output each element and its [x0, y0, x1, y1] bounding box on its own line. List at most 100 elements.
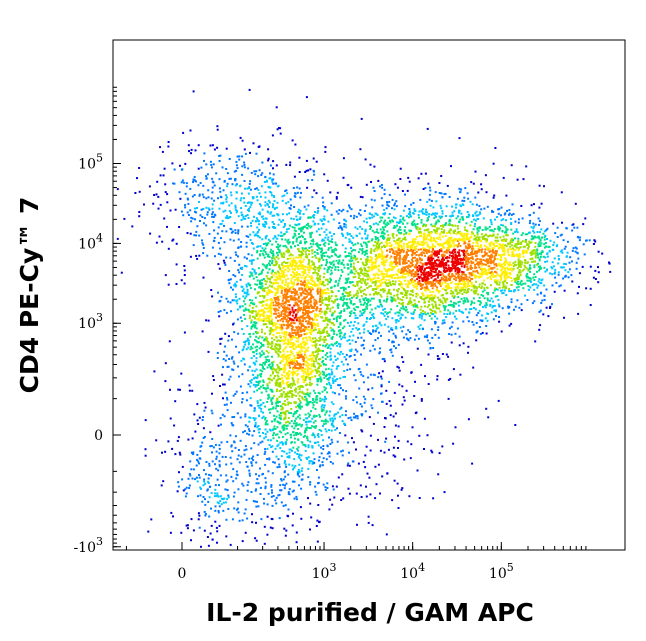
event-dot — [291, 384, 294, 387]
event-dot — [296, 432, 298, 434]
event-dot — [435, 289, 438, 292]
event-dot — [297, 331, 300, 334]
event-dot — [235, 183, 238, 186]
event-dot — [259, 281, 261, 284]
event-dot — [500, 256, 503, 259]
event-dot — [482, 259, 485, 261]
event-dot — [257, 425, 260, 427]
event-dot — [489, 303, 492, 306]
event-dot — [387, 234, 390, 237]
event-dot — [479, 211, 481, 214]
event-dot — [290, 386, 292, 389]
event-dot — [483, 263, 485, 266]
event-dot — [251, 306, 254, 309]
event-dot — [418, 210, 421, 213]
event-dot — [319, 465, 321, 468]
event-dot — [524, 261, 527, 264]
event-dot — [516, 277, 518, 280]
event-dot — [517, 263, 520, 266]
event-dot — [443, 223, 446, 226]
event-dot — [259, 314, 262, 317]
event-dot — [433, 217, 436, 220]
event-dot — [272, 324, 275, 327]
event-dot — [270, 301, 273, 304]
event-dot — [391, 262, 394, 264]
event-dot — [301, 247, 304, 250]
event-dot — [253, 215, 255, 218]
event-dot — [365, 243, 368, 246]
event-dot — [275, 322, 278, 325]
event-dot — [435, 232, 438, 235]
event-dot — [236, 302, 239, 305]
event-dot — [303, 343, 306, 346]
event-dot — [342, 157, 345, 160]
event-dot — [463, 237, 466, 240]
event-dot — [506, 261, 509, 264]
event-dot — [597, 266, 599, 269]
event-dot — [327, 236, 330, 239]
event-dot — [287, 201, 290, 204]
event-dot — [305, 373, 308, 376]
event-dot — [261, 285, 264, 288]
event-dot — [284, 342, 287, 345]
event-dot — [360, 249, 363, 252]
event-dot — [515, 282, 518, 285]
event-dot — [472, 232, 475, 235]
event-dot — [478, 276, 481, 279]
event-dot — [413, 299, 416, 302]
event-dot — [283, 309, 286, 312]
event-dot — [436, 212, 439, 215]
event-dot — [271, 491, 273, 494]
event-dot — [416, 266, 419, 269]
event-dot — [340, 298, 343, 301]
event-dot — [448, 240, 451, 243]
event-dot — [303, 330, 306, 333]
event-dot — [284, 433, 287, 436]
event-dot — [540, 202, 543, 205]
event-dot — [492, 196, 495, 199]
event-dot — [271, 379, 273, 382]
event-dot — [412, 212, 415, 215]
event-dot — [418, 231, 421, 234]
event-dot — [273, 338, 276, 341]
event-dot — [378, 243, 381, 246]
event-dot — [309, 293, 311, 296]
event-dot — [282, 367, 285, 370]
event-dot — [252, 373, 255, 376]
event-dot — [305, 423, 308, 426]
event-dot — [400, 313, 403, 316]
event-dot — [259, 435, 261, 438]
event-dot — [397, 320, 400, 323]
event-dot — [433, 229, 435, 232]
event-dot — [283, 302, 286, 304]
event-dot — [517, 280, 519, 283]
event-dot — [470, 284, 473, 287]
event-dot — [296, 448, 299, 450]
event-dot — [467, 285, 470, 288]
event-dot — [262, 304, 265, 307]
event-dot — [561, 251, 564, 254]
event-dot — [263, 311, 266, 314]
event-dot — [339, 287, 342, 290]
event-dot — [461, 235, 464, 238]
event-dot — [513, 249, 516, 252]
event-dot — [293, 458, 296, 461]
event-dot — [304, 429, 307, 432]
event-dot — [312, 267, 315, 270]
event-dot — [328, 436, 330, 439]
event-dot — [295, 263, 298, 266]
event-dot — [260, 407, 263, 410]
event-dot — [288, 334, 291, 336]
event-dot — [299, 417, 302, 420]
event-dot — [312, 261, 315, 264]
event-dot — [183, 331, 186, 334]
event-dot — [462, 282, 465, 285]
event-dot — [262, 309, 265, 312]
event-dot — [315, 344, 318, 347]
event-dot — [313, 354, 316, 357]
event-dot — [255, 352, 258, 355]
event-dot — [495, 264, 498, 267]
event-dot — [354, 348, 357, 351]
event-dot — [403, 230, 406, 233]
event-dot — [418, 313, 421, 316]
